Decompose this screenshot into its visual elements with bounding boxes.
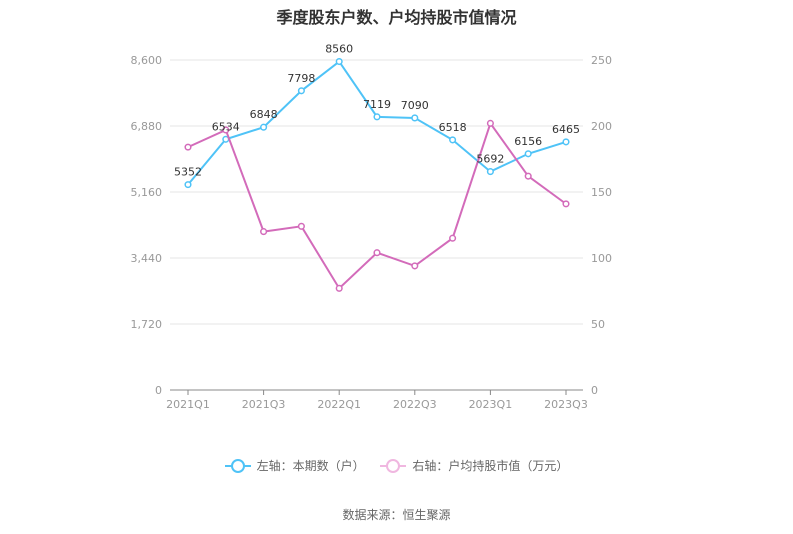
x-tick-label: 2023Q1 bbox=[469, 398, 513, 411]
data-labels: 5352 6534 6848 7798 8560 7119 7090 6518 5692 6156… bbox=[174, 43, 580, 179]
point-avg-holding bbox=[524, 172, 532, 180]
chart-title: 季度股东户数、户均持股市值情况 bbox=[276, 8, 517, 27]
data-label-shareholders: 5352 bbox=[174, 166, 202, 179]
point-avg-holding bbox=[486, 119, 494, 127]
x-tick-label: 2023Q3 bbox=[544, 398, 588, 411]
data-label-shareholders: 5692 bbox=[476, 153, 504, 166]
y-right-tick-label: 250 bbox=[591, 54, 612, 67]
y-left-tick-label: 0 bbox=[155, 384, 162, 397]
point-avg-holding bbox=[297, 222, 305, 230]
data-label-shareholders: 6156 bbox=[514, 135, 542, 148]
legend-left-label: 左轴：本期数（户） bbox=[256, 459, 365, 473]
grid-lines bbox=[170, 59, 583, 325]
axes: 0 0 1,720 50 3,440 100 5,160 150 6,880 200 8,600 25… bbox=[131, 54, 613, 411]
y-right-tick-label: 150 bbox=[591, 186, 612, 199]
legend-left-line-icon bbox=[224, 458, 251, 473]
series-line-shareholders bbox=[187, 60, 567, 186]
source-note: 数据来源：恒生聚源 bbox=[342, 508, 451, 522]
legend-right-line-icon bbox=[380, 458, 407, 473]
y-right-tick-label: 50 bbox=[591, 318, 605, 331]
point-shareholders bbox=[335, 57, 343, 66]
y-right-tick-label: 200 bbox=[591, 120, 612, 133]
legend-item-right-axis[interactable]: 右轴：户均持股市值（万元） bbox=[380, 457, 568, 474]
y-right-tick-label: 100 bbox=[591, 252, 612, 265]
legend: 左轴：本期数（户） 右轴：户均持股市值（万元） bbox=[0, 457, 793, 476]
series-lines bbox=[184, 57, 570, 292]
data-label-shareholders: 6534 bbox=[212, 120, 240, 133]
x-tick-label: 2021Q3 bbox=[242, 398, 286, 411]
point-avg-holding bbox=[449, 234, 457, 242]
point-shareholders bbox=[411, 114, 419, 122]
legend-item-left-axis[interactable]: 左轴：本期数（户） bbox=[224, 457, 365, 474]
point-shareholders bbox=[486, 168, 494, 176]
legend-right-label: 右轴：户均持股市值（万元） bbox=[412, 459, 569, 473]
point-avg-holding bbox=[184, 143, 192, 151]
point-avg-holding bbox=[373, 249, 381, 257]
x-tick-label: 2022Q3 bbox=[393, 398, 437, 411]
y-left-tick-label: 5,160 bbox=[131, 186, 163, 199]
point-avg-holding bbox=[260, 228, 268, 236]
data-label-shareholders: 7090 bbox=[401, 99, 429, 112]
y-right-tick-label: 0 bbox=[591, 384, 598, 397]
data-label-shareholders: 6848 bbox=[250, 108, 278, 121]
point-avg-holding bbox=[335, 284, 343, 292]
data-label-shareholders: 7119 bbox=[363, 98, 391, 111]
point-shareholders bbox=[260, 123, 268, 131]
x-tick-label: 2022Q1 bbox=[317, 398, 361, 411]
y-left-tick-label: 1,720 bbox=[131, 318, 163, 331]
data-label-shareholders: 6518 bbox=[439, 121, 467, 134]
point-shareholders bbox=[184, 181, 192, 189]
y-left-tick-label: 6,880 bbox=[131, 120, 163, 133]
point-shareholders bbox=[373, 113, 381, 121]
point-shareholders bbox=[562, 138, 570, 146]
data-label-shareholders: 6465 bbox=[552, 123, 580, 136]
point-avg-holding bbox=[411, 262, 419, 270]
point-avg-holding bbox=[222, 126, 230, 134]
point-shareholders bbox=[524, 150, 532, 158]
series-line-avg-holding bbox=[187, 121, 567, 290]
x-tick-label: 2021Q1 bbox=[166, 398, 210, 411]
point-shareholders bbox=[297, 87, 305, 95]
point-shareholders bbox=[449, 136, 457, 144]
data-label-shareholders: 8560 bbox=[325, 43, 353, 56]
data-label-shareholders: 7798 bbox=[287, 72, 315, 85]
point-avg-holding bbox=[562, 200, 570, 208]
y-left-tick-label: 8,600 bbox=[131, 54, 163, 67]
y-left-tick-label: 3,440 bbox=[131, 252, 163, 265]
